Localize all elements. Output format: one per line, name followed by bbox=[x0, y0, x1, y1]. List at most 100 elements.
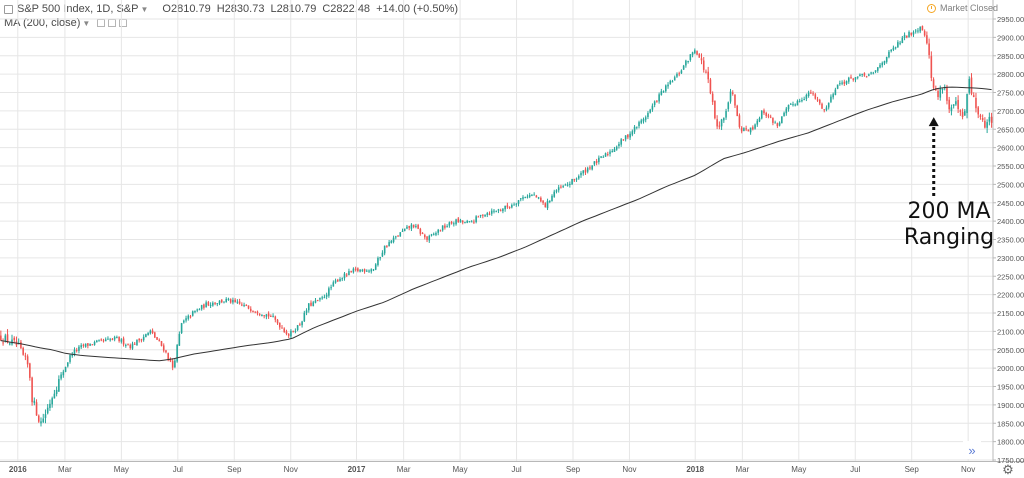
candle bbox=[611, 149, 614, 153]
candle-body bbox=[62, 371, 65, 376]
candle bbox=[709, 77, 712, 95]
candle-body bbox=[807, 92, 810, 96]
candle bbox=[283, 327, 286, 333]
candle-body bbox=[486, 213, 489, 216]
candle bbox=[727, 101, 730, 112]
high-value: H2830.73 bbox=[216, 3, 265, 15]
y-tick-label: 2700.00 bbox=[997, 107, 1024, 116]
candle bbox=[821, 102, 823, 110]
chevron-down-icon[interactable]: ▼ bbox=[140, 4, 149, 14]
candle bbox=[341, 277, 344, 282]
candle-body bbox=[457, 218, 460, 223]
candle-body bbox=[854, 77, 857, 80]
candle-body bbox=[330, 287, 332, 289]
candle bbox=[573, 178, 576, 182]
candle-body bbox=[37, 415, 40, 422]
candle-body bbox=[765, 112, 768, 117]
candle-body bbox=[203, 304, 205, 308]
candle-body bbox=[660, 91, 663, 95]
candle bbox=[270, 314, 272, 317]
candle-body bbox=[216, 303, 219, 305]
candle bbox=[428, 234, 431, 243]
candle-body bbox=[292, 331, 294, 333]
candle-body bbox=[778, 122, 781, 126]
chart-symbol-icon[interactable] bbox=[4, 4, 13, 14]
candle-body bbox=[29, 363, 31, 378]
candle bbox=[988, 112, 991, 126]
indicator-title[interactable]: MA (200, close) bbox=[4, 17, 81, 29]
candle bbox=[986, 119, 988, 134]
candle-body bbox=[573, 179, 576, 181]
candle-body bbox=[408, 226, 410, 228]
candle-body bbox=[729, 91, 732, 102]
clock-icon bbox=[927, 3, 936, 13]
candle-body bbox=[345, 274, 348, 276]
candle-body bbox=[6, 334, 9, 343]
candle-body bbox=[805, 95, 808, 99]
candle-body bbox=[711, 93, 714, 103]
candle bbox=[615, 145, 618, 151]
candle-body bbox=[760, 110, 763, 119]
candle-body bbox=[629, 133, 631, 138]
candle bbox=[957, 95, 959, 113]
candle bbox=[872, 71, 875, 75]
candle bbox=[522, 195, 524, 201]
candle bbox=[756, 118, 759, 127]
candle bbox=[278, 322, 281, 330]
candle bbox=[897, 40, 899, 49]
candle bbox=[455, 218, 457, 226]
candle-body bbox=[544, 203, 547, 208]
candle-body bbox=[258, 314, 261, 316]
candle bbox=[493, 209, 495, 214]
candle-body bbox=[740, 127, 743, 132]
chevron-down-icon[interactable]: ▼ bbox=[82, 18, 91, 28]
candle-body bbox=[453, 223, 455, 225]
candle bbox=[553, 189, 556, 198]
candle bbox=[640, 118, 643, 125]
candle bbox=[883, 60, 886, 66]
candle-body bbox=[511, 205, 513, 208]
candle-body bbox=[818, 99, 821, 104]
candle bbox=[178, 331, 181, 346]
candle bbox=[716, 115, 718, 130]
candle bbox=[899, 40, 901, 46]
candle-body bbox=[508, 207, 511, 209]
candle bbox=[772, 117, 774, 126]
candle bbox=[555, 189, 558, 194]
candle bbox=[310, 300, 312, 307]
market-status: Market Closed bbox=[927, 3, 998, 13]
candle bbox=[955, 97, 957, 106]
candle-body bbox=[888, 51, 890, 58]
candle-body bbox=[343, 273, 346, 279]
candle-body bbox=[615, 146, 618, 150]
candle-body bbox=[162, 345, 165, 351]
x-tick-label: May bbox=[114, 465, 129, 474]
candle-body bbox=[482, 214, 484, 216]
symbol-title[interactable]: S&P 500 Index, 1D, S&P bbox=[17, 3, 139, 15]
candle-body bbox=[665, 85, 667, 92]
candle bbox=[908, 30, 910, 38]
annotation-arrow-head bbox=[928, 117, 939, 127]
candle bbox=[488, 211, 491, 216]
candle bbox=[950, 104, 953, 116]
double-chevron-right-icon[interactable]: » bbox=[963, 441, 981, 459]
candle-body bbox=[332, 282, 335, 287]
candle-body bbox=[890, 49, 892, 52]
candle bbox=[15, 336, 18, 348]
candle bbox=[832, 92, 834, 100]
candle-body bbox=[495, 211, 498, 213]
candle bbox=[51, 396, 53, 408]
candle bbox=[91, 344, 94, 346]
gear-icon[interactable]: ⚙ bbox=[1002, 462, 1014, 477]
candle-body bbox=[702, 60, 705, 70]
y-tick-label: 2050.00 bbox=[997, 346, 1024, 355]
candle bbox=[151, 328, 154, 335]
candle-body bbox=[734, 94, 736, 106]
candle-body bbox=[718, 125, 721, 127]
candle-body bbox=[984, 120, 986, 128]
candle-body bbox=[950, 107, 953, 112]
candle bbox=[323, 294, 326, 299]
candle-body bbox=[35, 402, 38, 416]
candle bbox=[776, 122, 779, 129]
